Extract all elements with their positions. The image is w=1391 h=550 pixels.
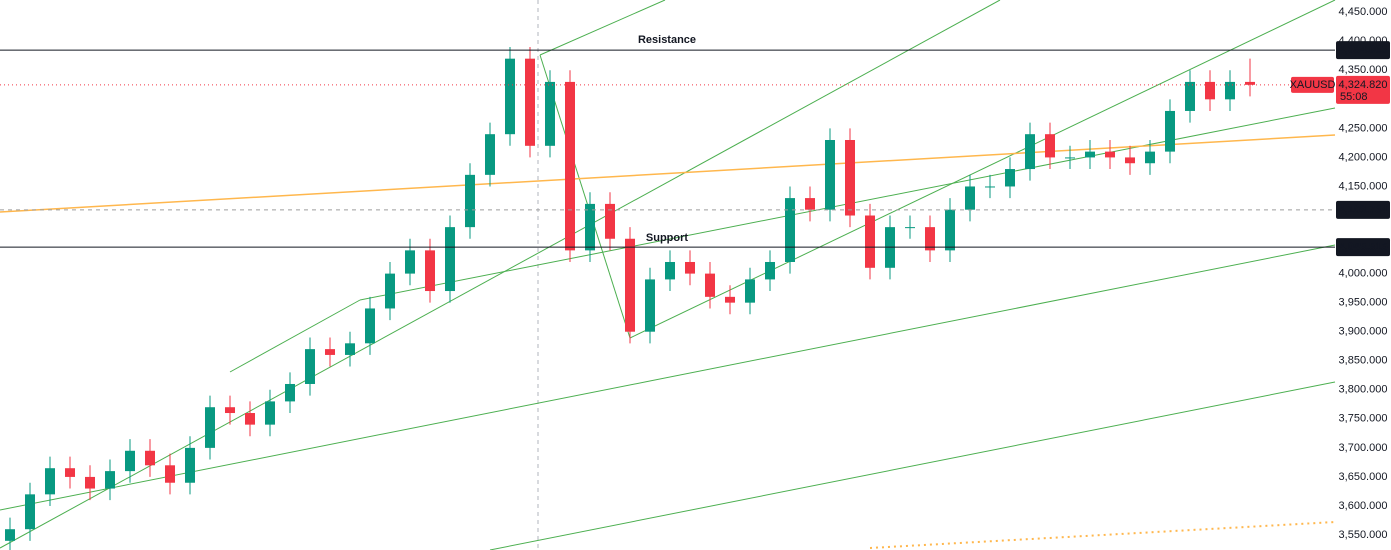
- candle-body: [1045, 134, 1055, 158]
- y-tick-label: 4,200.000: [1339, 151, 1388, 163]
- trend-line: [869, 521, 1336, 549]
- y-tick-label: 3,800.000: [1339, 384, 1388, 396]
- candle-body: [105, 471, 115, 489]
- candle-body: [165, 465, 175, 483]
- candle-body: [865, 215, 875, 268]
- candle-body: [725, 296, 735, 303]
- candle-body: [1065, 157, 1075, 159]
- candle-body: [85, 476, 95, 489]
- candle-body: [365, 308, 375, 344]
- candle-body: [645, 279, 655, 332]
- level-tag: [1336, 200, 1390, 219]
- candle-body: [485, 134, 495, 175]
- candle-body: [825, 139, 835, 210]
- candle-body: [385, 273, 395, 309]
- candle-body: [905, 227, 915, 229]
- candle-body: [765, 261, 775, 280]
- level-tag: [1336, 238, 1390, 257]
- candle-body: [285, 383, 295, 402]
- y-tick-label: 4,000.000: [1339, 268, 1388, 280]
- candle-body: [565, 81, 575, 251]
- y-tick-label: 3,950.000: [1339, 297, 1388, 309]
- last-price-label: 4,324.820: [1339, 79, 1388, 91]
- candle-body: [405, 250, 415, 274]
- candle-body: [1125, 157, 1135, 164]
- trend-line: [0, 134, 1336, 213]
- candle-body: [525, 58, 535, 146]
- candle-body: [45, 468, 55, 495]
- candle-body: [465, 174, 475, 228]
- candle-body: [545, 81, 555, 146]
- level-label: 4,109.734: [1339, 204, 1389, 216]
- candle-body: [845, 139, 855, 216]
- y-tick-label: 4,450.000: [1339, 6, 1388, 18]
- candle-body: [1105, 151, 1115, 158]
- annotation: Support: [646, 232, 688, 244]
- candle-body: [425, 250, 435, 292]
- countdown: 55:08: [1340, 91, 1368, 103]
- y-tick-label: 4,250.000: [1339, 122, 1388, 134]
- candle-body: [1245, 81, 1255, 85]
- candle-body: [1225, 81, 1235, 100]
- annotation: Resistance: [638, 34, 696, 46]
- candle-body: [245, 413, 255, 425]
- candle-body: [945, 209, 955, 251]
- candle-body: [1185, 81, 1195, 111]
- y-tick-label: 3,600.000: [1339, 500, 1388, 512]
- trend-line: [229, 299, 361, 373]
- candle-body: [5, 529, 15, 541]
- candle-body: [185, 447, 195, 483]
- candle-body: [705, 273, 715, 297]
- last-price-tag: [1336, 75, 1390, 104]
- candle-body: [1165, 110, 1175, 152]
- candle-body: [345, 343, 355, 355]
- candle-body: [685, 261, 695, 274]
- level-label: 4,384.663: [1339, 44, 1388, 56]
- y-tick-label: 3,900.000: [1339, 326, 1388, 338]
- level-tag: [1336, 41, 1390, 60]
- candle-body: [145, 450, 155, 466]
- candle-body: [125, 450, 135, 472]
- trend-line: [489, 381, 1336, 550]
- candle-body: [205, 407, 215, 448]
- candle-body: [225, 407, 235, 414]
- y-tick-label: 3,550.000: [1339, 529, 1388, 541]
- candle-body: [445, 227, 455, 292]
- candle-body: [25, 494, 35, 530]
- candle-body: [985, 186, 995, 188]
- candle-body: [1025, 134, 1035, 170]
- candle-body: [785, 198, 795, 262]
- candle-body: [745, 279, 755, 303]
- candle-body: [305, 349, 315, 384]
- candle-body: [505, 58, 515, 135]
- y-tick-label: 4,350.000: [1339, 64, 1388, 76]
- trend-line: [0, 0, 1001, 549]
- candle-body: [805, 198, 815, 210]
- y-tick-label: 3,750.000: [1339, 413, 1388, 425]
- symbol-tag: [1291, 76, 1334, 93]
- trend-line: [539, 0, 666, 56]
- trend-line: [0, 244, 1336, 511]
- candle-body: [265, 401, 275, 425]
- candle-body: [585, 203, 595, 251]
- candle-body: [965, 186, 975, 210]
- candle-body: [1085, 151, 1095, 158]
- y-tick-label: 4,150.000: [1339, 180, 1388, 192]
- candle-body: [1205, 81, 1215, 100]
- candle-body: [65, 468, 75, 477]
- candle-body: [325, 349, 335, 355]
- candle-body: [1145, 151, 1155, 164]
- candle-body: [625, 238, 635, 332]
- level-label: 4,045.515: [1339, 241, 1388, 253]
- candle-body: [605, 203, 615, 239]
- candle-body: [665, 261, 675, 280]
- y-tick-label: 3,700.000: [1339, 442, 1388, 454]
- symbol-label: XAUUSD: [1290, 79, 1336, 91]
- candle-body: [925, 227, 935, 251]
- y-tick-label: 3,650.000: [1339, 471, 1388, 483]
- candle-body: [1005, 169, 1015, 187]
- y-tick-label: 3,850.000: [1339, 355, 1388, 367]
